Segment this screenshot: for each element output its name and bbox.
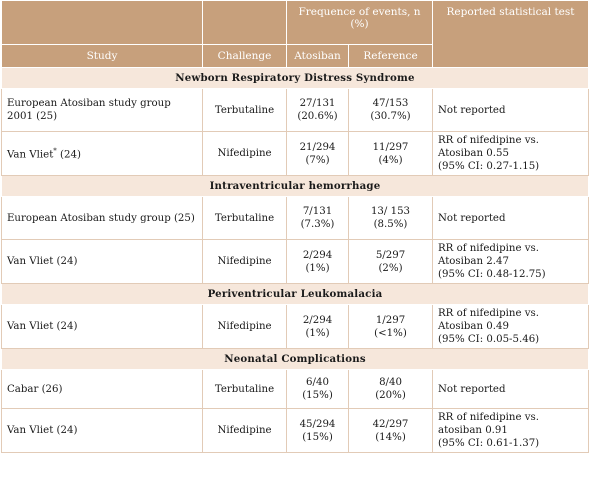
table-row: European Atosiban study group (25) Terbu… xyxy=(1,196,589,240)
header-atosiban: Atosiban xyxy=(286,44,349,68)
cell-atosiban: 2/294 (1%) xyxy=(286,304,349,349)
cell-atosiban: 2/294 (1%) xyxy=(286,239,349,284)
cell-test: RR of nifedipine vs. Atosiban 0.49 (95% C… xyxy=(432,304,589,349)
table-row: Cabar (26) Terbutaline 6/40 (15%) 8/40 (20… xyxy=(1,369,589,409)
cell-atosiban: 6/40 (15%) xyxy=(286,369,349,409)
cell-study: Van Vliet (24) xyxy=(1,408,203,453)
study-name: Van Vliet xyxy=(7,149,54,161)
cell-reference: 5/297 (2%) xyxy=(347,239,434,284)
section-title: Periventricular Leukomalacia xyxy=(0,283,589,305)
cell-reference: 1/297 (<1%) xyxy=(347,304,434,349)
cell-test: Not reported xyxy=(432,196,589,240)
header-challenge: Challenge xyxy=(202,44,287,68)
table-row: European Atosiban study group 2001 (25) … xyxy=(1,88,589,132)
section-header: Neonatal Complications xyxy=(0,348,589,370)
footnote-marker: * xyxy=(53,147,57,156)
header-row-group: Frequence of events, n (%) Reported stat… xyxy=(1,0,589,68)
section-title: Neonatal Complications xyxy=(0,348,589,370)
cell-study: Van Vliet* (24) xyxy=(1,131,203,176)
header-reference: Reference xyxy=(347,44,434,68)
header-frequence: Frequence of events, n (%) xyxy=(285,0,434,45)
section-title: Newborn Respiratory Distress Syndrome xyxy=(0,67,589,89)
cell-study: European Atosiban study group (25) xyxy=(1,196,203,240)
table-row: Van Vliet* (24) Nifedipine 21/294 (7%) 11… xyxy=(1,131,589,176)
cell-reference: 8/40 (20%) xyxy=(347,369,434,409)
study-ref: (24) xyxy=(56,149,81,161)
cell-challenge: Nifedipine xyxy=(202,304,287,349)
cell-test: Not reported xyxy=(432,88,589,132)
cell-test: Not reported xyxy=(432,369,589,409)
section-title: Intraventricular hemorrhage xyxy=(0,175,589,197)
cell-atosiban: 7/131 (7.3%) xyxy=(286,196,349,240)
cell-test: RR of nifedipine vs. Atosiban 2.47 (95% C… xyxy=(432,239,589,284)
cell-study: Van Vliet (24) xyxy=(1,239,203,284)
cell-challenge: Terbutaline xyxy=(202,196,287,240)
cell-challenge: Terbutaline xyxy=(202,88,287,132)
cell-atosiban: 27/131 (20.6%) xyxy=(286,88,349,132)
cell-challenge: Terbutaline xyxy=(202,369,287,409)
table-row: Van Vliet (24) Nifedipine 2/294 (1%) 1/29… xyxy=(1,304,589,349)
table-row: Van Vliet (24) Nifedipine 2/294 (1%) 5/29… xyxy=(1,239,589,284)
cell-challenge: Nifedipine xyxy=(202,131,287,176)
outcomes-table: Frequence of events, n (%) Reported stat… xyxy=(0,0,589,453)
cell-reference: 11/297 (4%) xyxy=(347,131,434,176)
cell-challenge: Nifedipine xyxy=(202,239,287,284)
section-header: Intraventricular hemorrhage xyxy=(0,175,589,197)
cell-atosiban: 21/294 (7%) xyxy=(286,131,349,176)
cell-reference: 42/297 (14%) xyxy=(347,408,434,453)
section-header: Newborn Respiratory Distress Syndrome xyxy=(0,67,589,89)
cell-reference: 47/153 (30.7%) xyxy=(347,88,434,132)
header-row-columns: Study Challenge Atosiban Reference xyxy=(1,44,589,68)
cell-reference: 13/ 153 (8.5%) xyxy=(347,196,434,240)
table-row: Van Vliet (24) Nifedipine 45/294 (15%) 42… xyxy=(1,408,589,453)
cell-study: Cabar (26) xyxy=(1,369,203,409)
section-header: Periventricular Leukomalacia xyxy=(0,283,589,305)
header-study: Study xyxy=(1,44,203,68)
header-reported-test: Reported statistical test xyxy=(432,0,589,68)
cell-study: European Atosiban study group 2001 (25) xyxy=(1,88,203,132)
cell-atosiban: 45/294 (15%) xyxy=(286,408,349,453)
cell-test: RR of nifedipine vs. atosiban 0.91 (95% C… xyxy=(432,408,589,453)
header-blank-study xyxy=(1,0,203,45)
cell-challenge: Nifedipine xyxy=(202,408,287,453)
cell-study: Van Vliet (24) xyxy=(1,304,203,349)
header-blank-challenge xyxy=(202,0,287,45)
cell-test: RR of nifedipine vs. Atosiban 0.55 (95% C… xyxy=(432,131,589,176)
